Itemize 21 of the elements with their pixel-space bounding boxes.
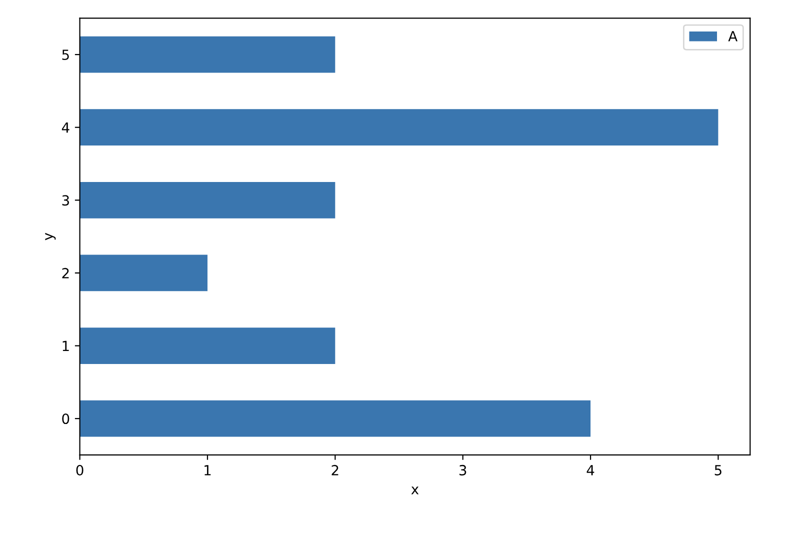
x-tick-label: 0: [76, 464, 84, 476]
bar: [80, 328, 336, 364]
x-tick-label: 4: [586, 465, 594, 476]
x-tick-label: 5: [714, 465, 722, 476]
bar: [80, 182, 336, 218]
bar: [80, 36, 336, 73]
y-tick-label: 4: [62, 122, 70, 133]
bar: [80, 109, 718, 146]
y-tick-label: 1: [62, 340, 69, 352]
y-tick-label: 3: [62, 195, 69, 206]
x-tick-label: 1: [204, 465, 211, 476]
y-tick-label: 0: [62, 414, 70, 424]
legend-label: A: [728, 31, 738, 42]
y-tick-label: 5: [62, 50, 69, 60]
y-axis-title: y: [45, 232, 56, 240]
x-axis-title: x: [411, 486, 419, 494]
bar: [80, 400, 591, 437]
x-tick-label: 3: [459, 464, 466, 476]
x-tick-label: 2: [332, 464, 338, 476]
bar: [80, 254, 208, 292]
y-tick-label: 2: [62, 268, 69, 278]
